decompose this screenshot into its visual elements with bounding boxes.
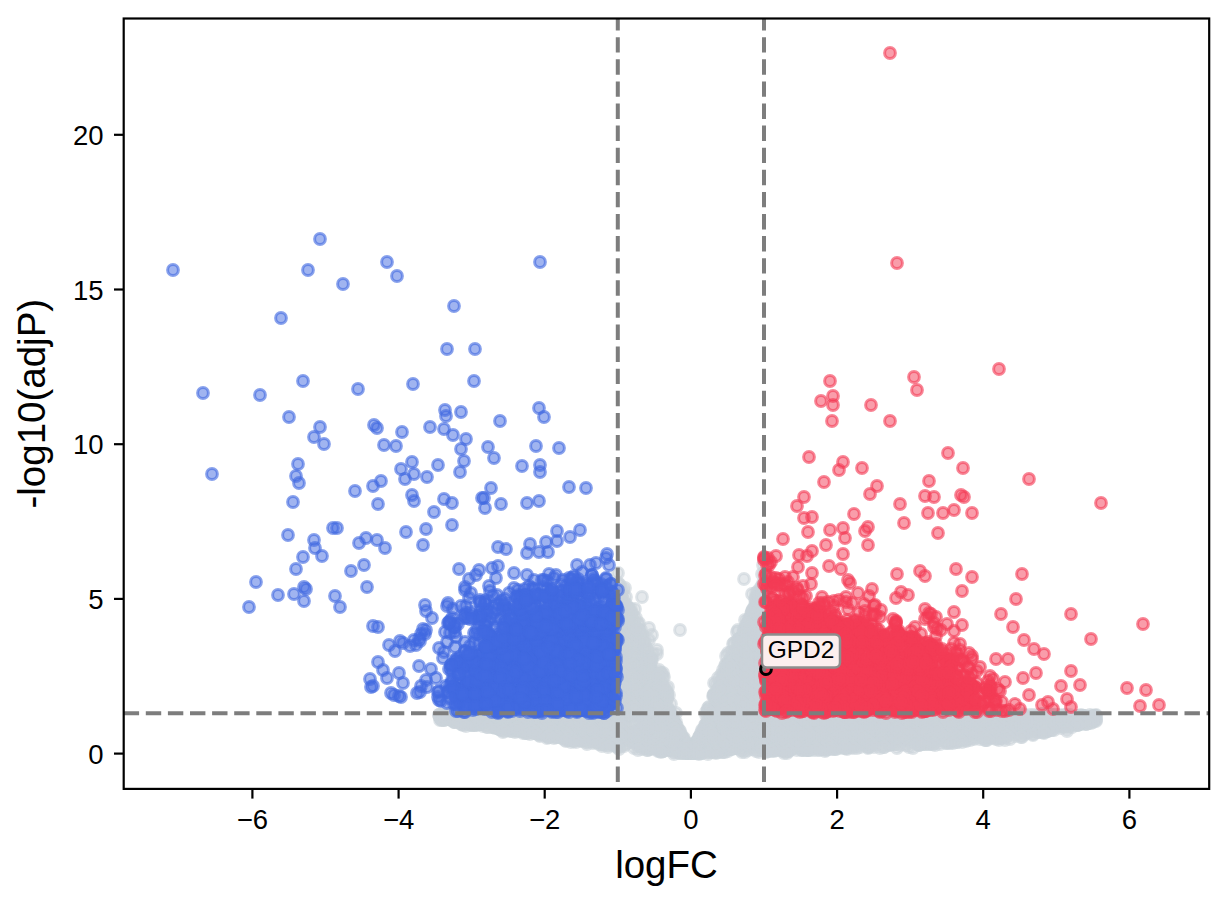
svg-text:logFC: logFC — [615, 843, 718, 886]
svg-text:-log10(adjP): -log10(adjP) — [10, 299, 53, 509]
svg-text:10: 10 — [73, 429, 104, 460]
svg-text:0: 0 — [88, 739, 103, 770]
svg-text:GPD2: GPD2 — [768, 636, 835, 663]
svg-text:6: 6 — [1122, 804, 1137, 835]
svg-text:0: 0 — [683, 804, 698, 835]
svg-text:−2: −2 — [529, 804, 560, 835]
svg-text:15: 15 — [73, 275, 104, 306]
svg-text:−4: −4 — [383, 804, 414, 835]
svg-text:4: 4 — [976, 804, 991, 835]
svg-text:−6: −6 — [237, 804, 268, 835]
svg-text:5: 5 — [88, 584, 103, 615]
svg-text:20: 20 — [73, 120, 104, 151]
svg-text:2: 2 — [829, 804, 844, 835]
